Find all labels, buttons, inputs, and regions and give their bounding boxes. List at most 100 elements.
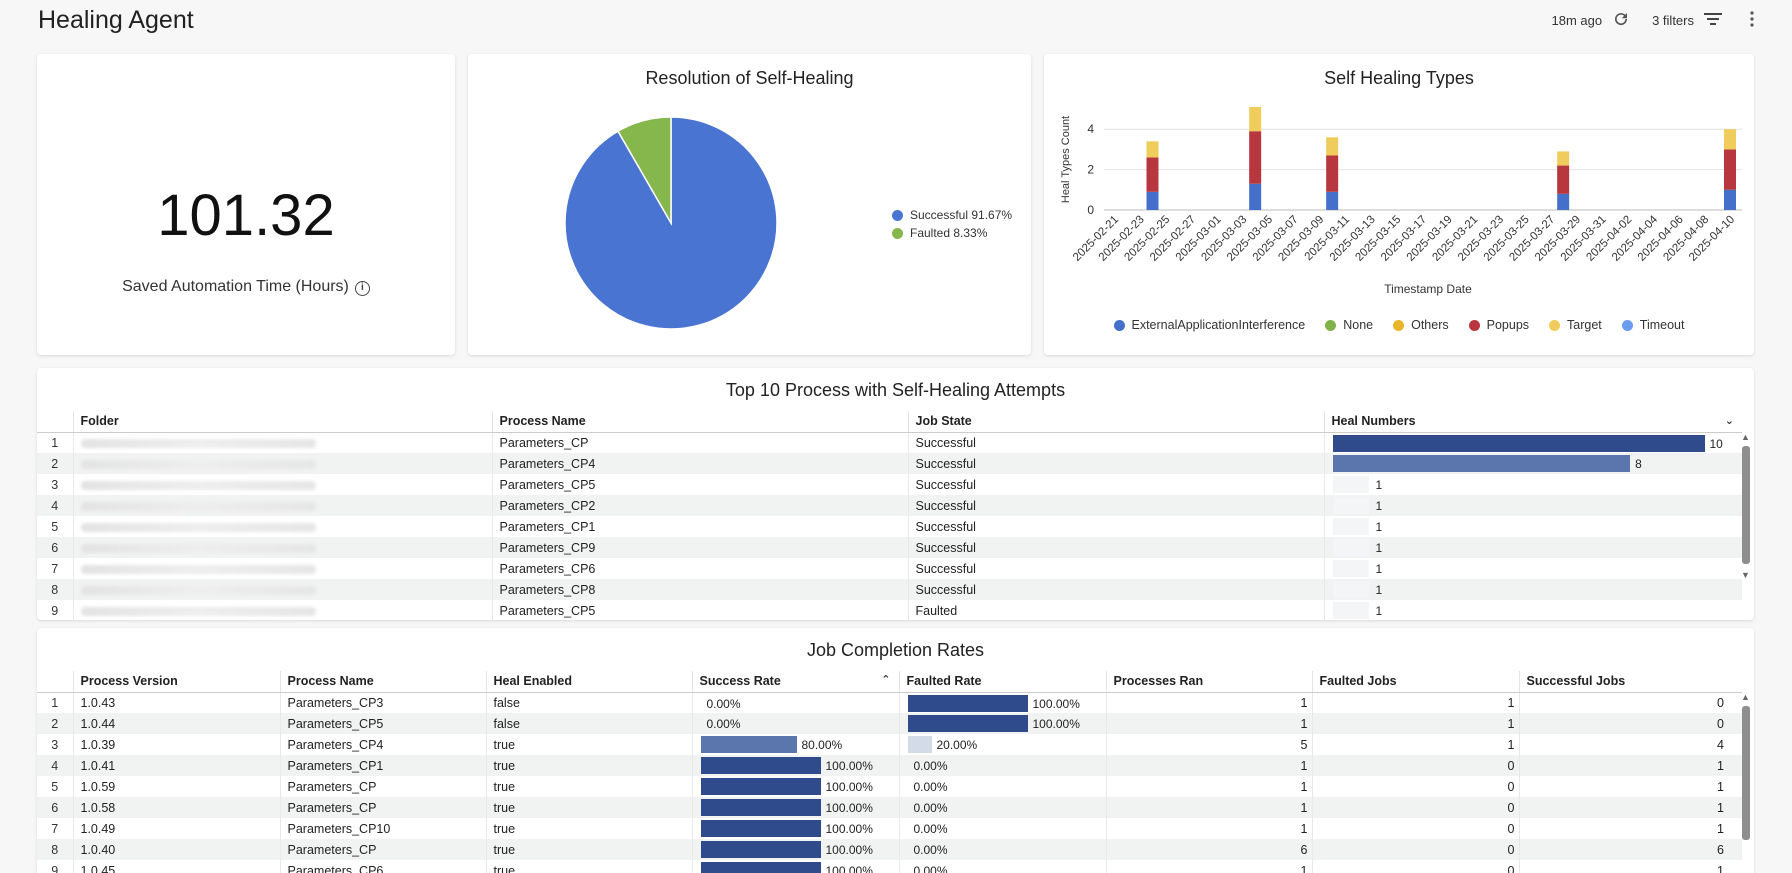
scroll-up-icon[interactable]: ▲ (1741, 432, 1750, 442)
col-folder[interactable]: Folder (72, 411, 492, 433)
filter-icon[interactable] (1704, 12, 1722, 29)
col-job-state[interactable]: Job State (907, 411, 1324, 433)
y-tick-label: 4 (1087, 122, 1094, 136)
faulted-rate-value: 0.00% (913, 780, 948, 794)
bar-segment-popups[interactable] (1326, 155, 1339, 192)
legend-item-none[interactable]: None (1325, 318, 1373, 332)
col-heal-enabled[interactable]: Heal Enabled (485, 671, 692, 693)
row-index: 1 (51, 695, 59, 710)
col-faulted-jobs[interactable]: Faulted Jobs (1311, 671, 1519, 693)
bar-segment-popups[interactable] (1724, 149, 1736, 190)
bar-segment-target[interactable] (1724, 129, 1736, 150)
success-rate-value: 100.00% (825, 843, 873, 857)
table-row[interactable]: 9 Parameters_CP5 Faulted 1 (37, 600, 1742, 620)
legend-item-popups[interactable]: Popups (1468, 318, 1530, 332)
process-name-cell: Parameters_CP5 (491, 474, 908, 495)
sort-desc-icon[interactable]: ⌄ (1724, 415, 1734, 427)
processes-ran-cell: 5 (1105, 734, 1312, 755)
col-process-version[interactable]: Process Version (72, 671, 280, 693)
table-row[interactable]: 1 1.0.43 Parameters_CP3 false 0.00% 100.00% 1 1… (37, 692, 1742, 713)
redacted-folder (80, 543, 316, 553)
bar-segment-target[interactable] (1146, 141, 1159, 158)
info-icon[interactable]: i (354, 281, 370, 296)
table-row[interactable]: 2 Parameters_CP4 Successful 8 (37, 453, 1742, 474)
bar-segment-target[interactable] (1326, 137, 1339, 156)
top-processes-card: Top 10 Process with Self-Healing Attempt… (37, 368, 1754, 620)
bar-segment-externalapplicationinterference[interactable] (1326, 191, 1339, 210)
success-rate-value: 100.00% (825, 822, 873, 836)
legend-item-target[interactable]: Target (1549, 318, 1602, 332)
bar-segment-target[interactable] (1557, 151, 1570, 166)
legend-label: ExternalApplicationInterference (1131, 318, 1306, 332)
filters-button[interactable]: 3 filters (1652, 13, 1694, 28)
row-index: 8 (37, 839, 73, 860)
table-row[interactable]: 6 1.0.58 Parameters_CP true 100.00% 0.00% 1 0 1 (37, 797, 1742, 818)
redacted-folder (80, 564, 316, 574)
col-success-rate[interactable]: Success Rate ⌃ (691, 671, 899, 693)
scrollbar-thumb[interactable] (1742, 706, 1750, 840)
table-row[interactable]: 2 1.0.44 Parameters_CP5 false 0.00% 100.00% 1 1… (37, 713, 1742, 734)
col-success-rate-label: Success Rate (699, 674, 781, 689)
legend-item-externalapplicationinterference[interactable]: ExternalApplicationInterference (1113, 318, 1306, 332)
resolution-title: Resolution of Self-Healing (645, 68, 854, 88)
refresh-icon[interactable] (1612, 10, 1630, 31)
table-row[interactable]: 8 1.0.40 Parameters_CP true 100.00% 0.00% 6 0 6 (37, 839, 1742, 860)
legend-label: Popups (1486, 318, 1530, 332)
table-row[interactable]: 5 Parameters_CP1 Successful 1 (37, 516, 1742, 537)
pie-slice-faulted[interactable] (616, 116, 672, 226)
col-faulted-rate[interactable]: Faulted Rate (898, 671, 1106, 693)
legend-label-successful: Successful 91.67% (910, 208, 1013, 222)
col-processes-ran[interactable]: Processes Ran (1105, 671, 1312, 693)
scroll-up-icon[interactable]: ▲ (1741, 692, 1750, 702)
heal-enabled-cell: false (485, 713, 692, 734)
legend-item-timeout[interactable]: Timeout (1621, 318, 1684, 332)
resolution-legend: Successful 91.67% Faulted 8.33% (892, 208, 1012, 240)
col-process-name[interactable]: Process Name (279, 671, 486, 693)
bar-segment-externalapplicationinterference[interactable] (1557, 193, 1570, 210)
processes-ran-cell: 1 (1105, 713, 1312, 734)
sort-asc-icon[interactable]: ⌃ (881, 674, 891, 686)
table-row[interactable]: 3 1.0.39 Parameters_CP4 true 80.00% 20.00% 5 1 4 (37, 734, 1742, 755)
bar-segment-externalapplicationinterference[interactable] (1249, 183, 1262, 210)
table-row[interactable]: 4 Parameters_CP2 Successful 1 (37, 495, 1742, 516)
bar-segment-popups[interactable] (1557, 165, 1570, 194)
page-title: Healing Agent (38, 6, 194, 34)
legend-item-others[interactable]: Others (1393, 318, 1449, 332)
more-options-icon[interactable] (1750, 11, 1754, 30)
table-row[interactable]: 7 1.0.49 Parameters_CP10 true 100.00% 0.00% 1 0… (37, 818, 1742, 839)
heal-value: 1 (1375, 604, 1383, 618)
table-row[interactable]: 4 1.0.41 Parameters_CP1 true 100.00% 0.00% 1 0 1 (37, 755, 1742, 776)
table-row[interactable]: 6 Parameters_CP9 Successful 1 (37, 537, 1742, 558)
table-row[interactable]: 1 Parameters_CP Successful 10 (37, 432, 1742, 453)
job-state-cell: Successful (907, 579, 1324, 600)
table-row[interactable]: 3 Parameters_CP5 Successful 1 (37, 474, 1742, 495)
process-version-cell: 1.0.59 (72, 776, 280, 797)
legend-item-faulted[interactable]: Faulted 8.33% (892, 226, 1012, 240)
row-index: 6 (37, 797, 73, 818)
bar-segment-externalapplicationinterference[interactable] (1146, 191, 1159, 210)
table-row[interactable]: 9 1.0.45 Parameters_CP6 true 100.00% 0.00% 1 0 1 (37, 860, 1742, 873)
col-process-name[interactable]: Process Name (491, 411, 908, 433)
bar-segment-target[interactable] (1249, 106, 1262, 132)
faulted-rate-value: 0.00% (913, 864, 948, 873)
job-completion-scrollbar[interactable]: ▲ (1741, 692, 1751, 873)
faulted-jobs-cell: 1 (1311, 734, 1519, 755)
success-rate-cell: 100.00% (691, 839, 899, 860)
table-row[interactable]: 8 Parameters_CP8 Successful 1 (37, 579, 1742, 600)
scroll-down-icon[interactable]: ▼ (1741, 570, 1750, 580)
success-rate-bar (700, 820, 821, 837)
success-rate-cell: 100.00% (691, 776, 899, 797)
col-successful-jobs[interactable]: Successful Jobs (1518, 671, 1742, 693)
scrollbar-thumb[interactable] (1742, 446, 1750, 564)
faulted-rate-cell: 0.00% (898, 860, 1106, 873)
bar-segment-externalapplicationinterference[interactable] (1724, 189, 1736, 210)
top-processes-scrollbar[interactable]: ▲ ▼ (1741, 432, 1751, 620)
col-heal-numbers[interactable]: Heal Numbers ⌄ (1323, 411, 1742, 433)
bar-segment-popups[interactable] (1249, 131, 1262, 184)
legend-item-successful[interactable]: Successful 91.67% (892, 208, 1012, 222)
processes-ran-cell: 6 (1105, 839, 1312, 860)
table-row[interactable]: 7 Parameters_CP6 Successful 1 (37, 558, 1742, 579)
successful-jobs-cell: 0 (1518, 692, 1742, 713)
bar-segment-popups[interactable] (1146, 157, 1159, 192)
table-row[interactable]: 5 1.0.59 Parameters_CP true 100.00% 0.00% 1 0 1 (37, 776, 1742, 797)
